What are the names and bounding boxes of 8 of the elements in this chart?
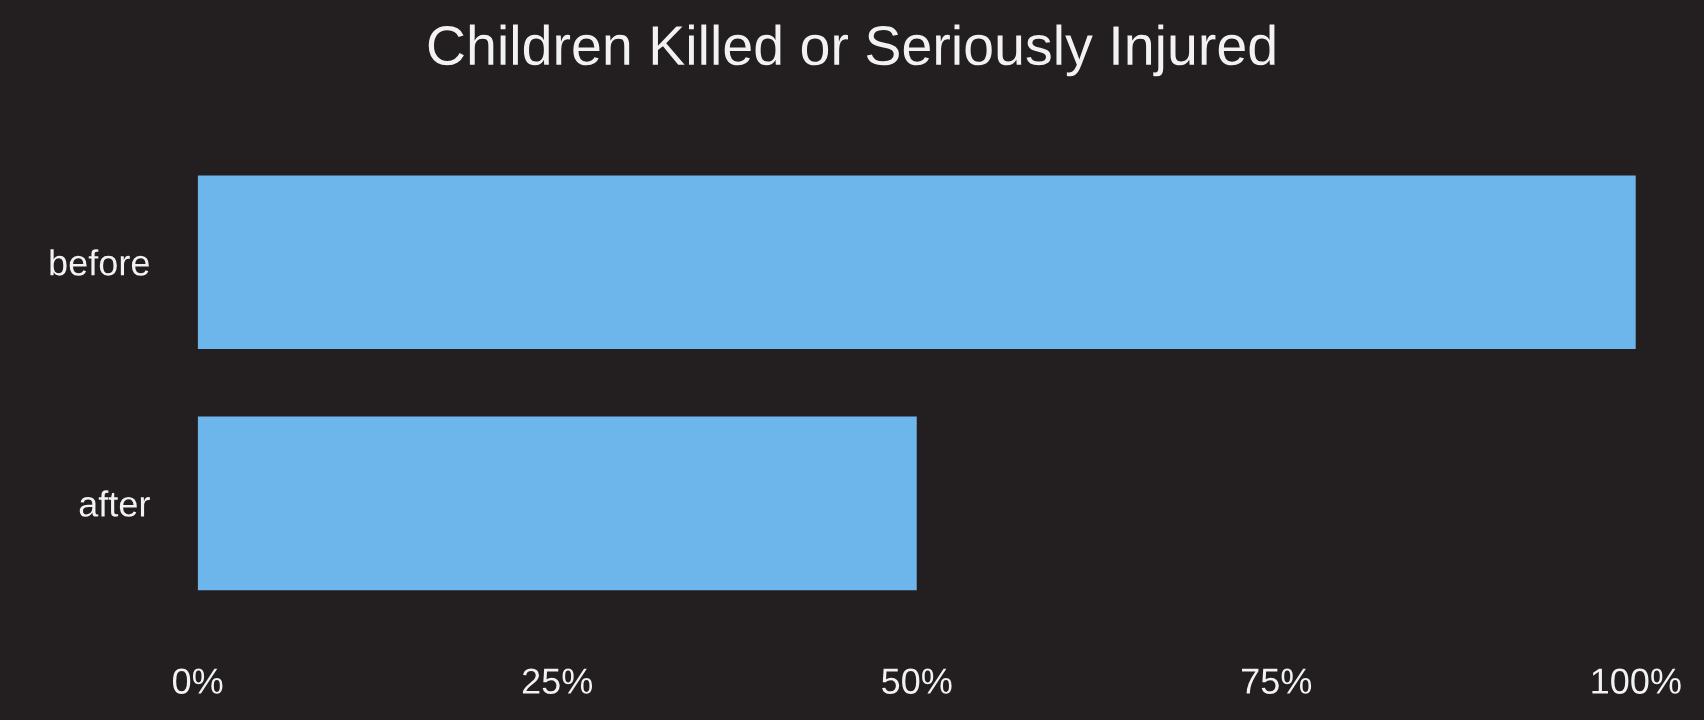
x-tick-label: 50%	[882, 668, 952, 694]
chart-title: Children Killed or Seriously Injured	[428, 24, 1275, 77]
x-tick-label: 25%	[522, 668, 593, 694]
x-tick-label: 75%	[1242, 668, 1312, 694]
y-tick-label: after	[79, 490, 150, 517]
x-tick-label: 0%	[172, 668, 223, 694]
y-tick-label: before	[50, 249, 149, 276]
x-tick-label: 100%	[1592, 668, 1681, 694]
